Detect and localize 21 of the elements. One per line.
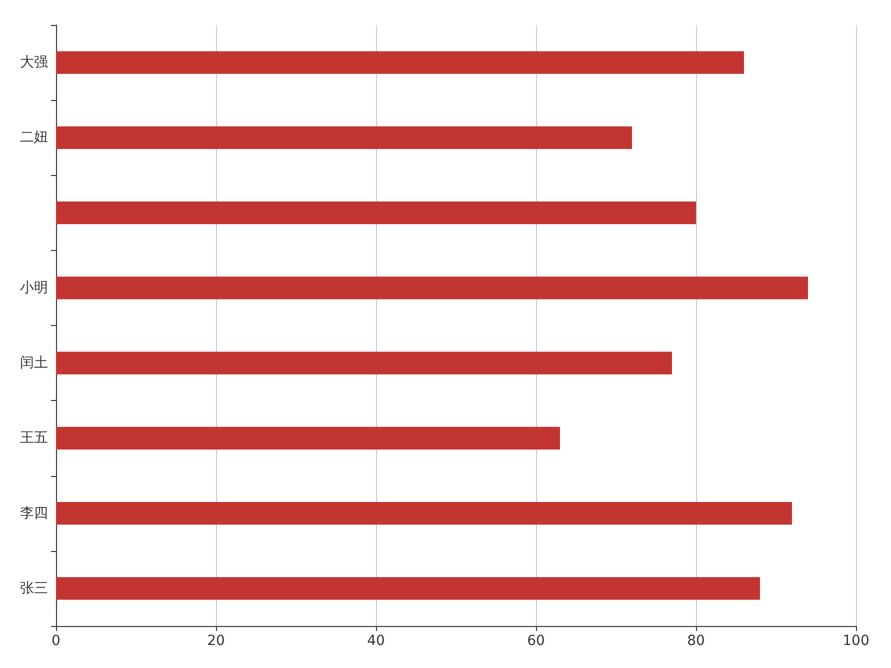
- bar: [56, 126, 632, 149]
- bar: [56, 426, 560, 450]
- x-tick-label: 40: [367, 633, 385, 649]
- y-tick-label: 王五: [20, 430, 48, 446]
- x-tick-label: 0: [52, 633, 60, 649]
- y-tick-label: 二妞: [20, 130, 48, 146]
- x-tick-label: 60: [527, 633, 545, 649]
- bar: [56, 202, 696, 224]
- y-tick-label: 闰土: [20, 355, 48, 372]
- x-tick-label: 20: [207, 633, 225, 649]
- bar: [56, 51, 744, 74]
- bar: [56, 352, 672, 374]
- bar: [56, 577, 760, 600]
- bar: [56, 276, 808, 300]
- y-tick-label: 张三: [20, 580, 48, 596]
- x-tick-label: 80: [687, 633, 705, 649]
- x-tick-label: 100: [842, 633, 870, 649]
- y-tick-label: 李四: [20, 505, 48, 522]
- y-tick-label: 小明: [20, 280, 48, 296]
- y-tick-label: 大强: [20, 54, 48, 71]
- bar: [56, 502, 792, 525]
